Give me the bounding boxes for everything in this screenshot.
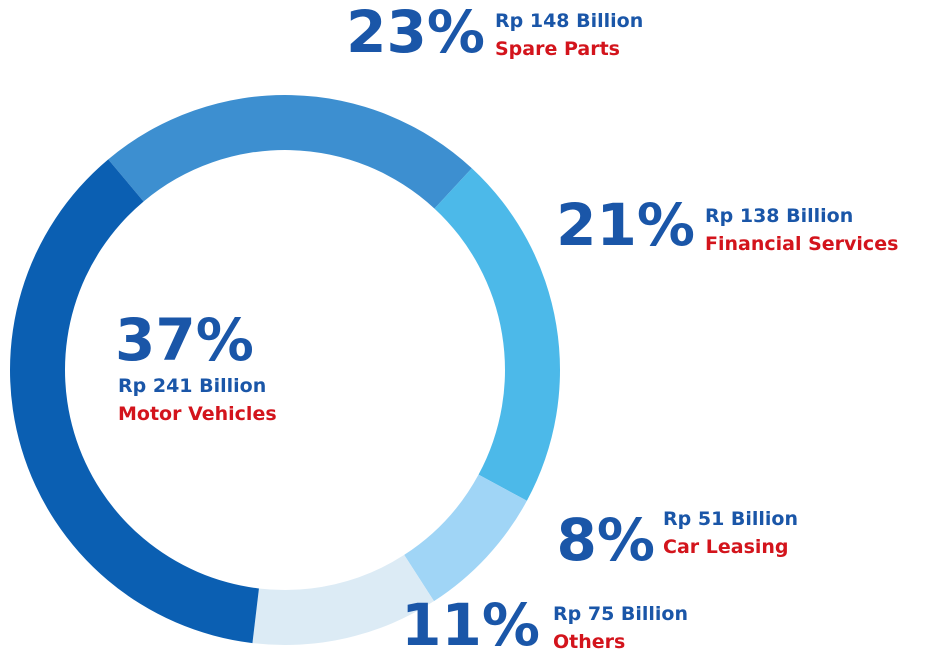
amount-label: Rp 148 Billion	[495, 10, 643, 32]
donut-slice	[252, 554, 434, 645]
percent-label: 23%	[346, 0, 485, 66]
donut-slice	[108, 95, 472, 209]
percent-label: 21%	[556, 191, 695, 259]
percent-label: 11%	[401, 591, 540, 654]
donut-slice	[404, 474, 527, 602]
amount-label: Rp 51 Billion	[663, 508, 798, 530]
donut-slice	[434, 168, 560, 501]
amount-label: Rp 241 Billion	[118, 375, 266, 397]
donut-slice	[10, 159, 259, 644]
category-label: Motor Vehicles	[118, 403, 277, 425]
percent-label: 8%	[557, 506, 655, 574]
category-label: Car Leasing	[663, 536, 789, 558]
category-label: Financial Services	[705, 233, 898, 255]
amount-label: Rp 138 Billion	[705, 205, 853, 227]
category-label: Others	[553, 631, 625, 653]
amount-label: Rp 75 Billion	[553, 603, 688, 625]
percent-label: 37%	[115, 306, 254, 374]
category-label: Spare Parts	[495, 38, 620, 60]
